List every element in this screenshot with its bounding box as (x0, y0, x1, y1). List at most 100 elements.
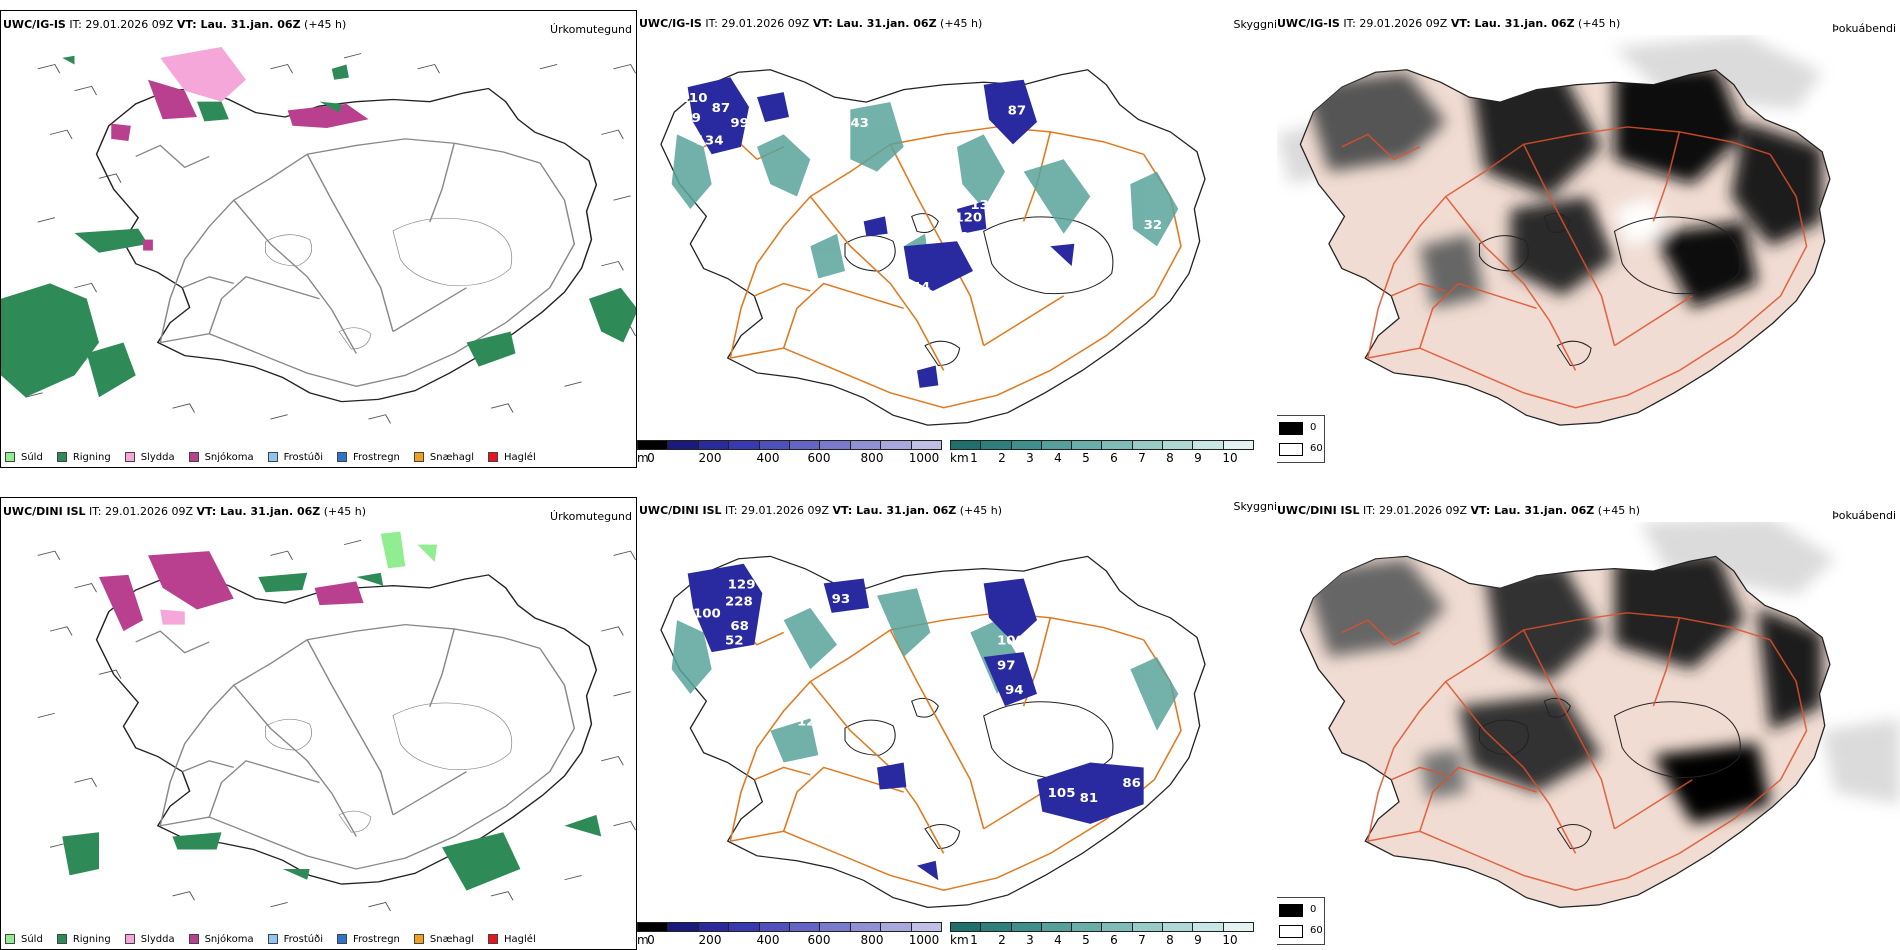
lead-time: (+45 h) (959, 504, 1002, 517)
ceiling-unit: m (637, 451, 649, 465)
valid-time: VT: Lau. 31.jan. 06Z (1450, 17, 1575, 30)
value-label: 120 (954, 211, 982, 225)
legend-swatch (188, 452, 199, 462)
value-label: 43 (850, 116, 869, 130)
visibility-tick: 7 (1138, 451, 1146, 465)
legend-item-snow: Snjókoma (188, 934, 254, 945)
ceiling-tick: 400 (756, 451, 780, 465)
precip-type-label: Úrkomutegund (550, 23, 632, 36)
legend-item-rain: Rigning (56, 452, 111, 463)
legend-swatch (124, 934, 135, 944)
precip-type-panel-row2: UWC/DINI ISL IT: 29.01.2026 09Z VT: Lau.… (0, 497, 637, 950)
ceiling-tick: 800 (860, 451, 884, 465)
fog-legend-swatch-light (1279, 443, 1303, 456)
visibility-tick: 10 (1222, 933, 1238, 947)
ceiling-tick: 0 (647, 451, 655, 465)
fog-field (1302, 556, 1823, 824)
init-time: IT: 29.01.2026 09Z (1363, 504, 1468, 517)
value-label: 18 (933, 602, 952, 616)
visibility-tick: 9 (1194, 451, 1202, 465)
fog-legend-label: 0 (1310, 904, 1317, 915)
value-label: 134 (696, 134, 724, 148)
precip-patches (1, 46, 636, 398)
value-label: 100 (693, 607, 721, 621)
visibility-tick: 3 (1026, 451, 1034, 465)
visibility-colorbar (950, 922, 1254, 932)
fog-legend-swatch-light (1279, 925, 1303, 938)
fog-legend: 0 60 (1277, 897, 1325, 945)
fog-field (1302, 69, 1823, 309)
value-label: 144 (861, 243, 889, 257)
legend-item-rain: Rigning (56, 934, 111, 945)
fog-legend-label: 60 (1310, 925, 1323, 936)
fog-indicator-panel-row1: UWC/IG-IS IT: 29.01.2026 09Z VT: Lau. 31… (1277, 10, 1900, 468)
init-time: IT: 29.01.2026 09Z (1343, 17, 1448, 30)
fog-label: Þokuábendi (1832, 22, 1896, 35)
ceiling-tick: 1000 (908, 451, 940, 465)
ceiling-tick: 1000 (908, 933, 940, 947)
value-label: 130 (970, 198, 998, 212)
visibility-unit: km (950, 451, 969, 465)
visibility-tick: 6 (1110, 933, 1118, 947)
visibility-tick: 8 (1166, 933, 1174, 947)
lead-time: (+45 h) (323, 505, 366, 518)
ceiling-unit: m (637, 933, 649, 947)
ceiling-colorbar (637, 922, 942, 932)
panel-title: UWC/DINI ISL IT: 29.01.2026 09Z VT: Lau.… (639, 504, 1002, 517)
lead-time: (+45 h) (940, 17, 983, 30)
panel-title: UWC/IG-IS IT: 29.01.2026 09Z VT: Lau. 31… (1277, 17, 1620, 30)
fog-legend: 0 60 (1277, 415, 1325, 463)
legend-swatch (337, 934, 347, 944)
visibility-tick: 3 (1026, 933, 1034, 947)
coastline (95, 87, 598, 403)
legend-item-freezing-rain: Frostregn (337, 934, 400, 945)
fog-legend-label: 0 (1310, 422, 1317, 433)
valid-time: VT: Lau. 31.jan. 06Z (196, 505, 321, 518)
ceiling-tick: 400 (756, 933, 780, 947)
visibility-tick: 5 (1082, 451, 1090, 465)
lead-time: (+45 h) (1578, 17, 1621, 30)
model-name: UWC/DINI ISL (1277, 504, 1360, 517)
value-label: 87 (1008, 104, 1027, 118)
panel-title: UWC/IG-IS IT: 29.01.2026 09Z VT: Lau. 31… (3, 18, 346, 31)
ceiling-tick: 600 (807, 933, 831, 947)
legend-swatch (56, 452, 67, 462)
legend-swatch (267, 452, 278, 462)
value-label: 89 (960, 231, 979, 245)
visibility-unit: km (950, 933, 969, 947)
fog-label: Þokuábendi (1832, 509, 1896, 522)
legend-item-drizzle: Súld (5, 934, 43, 945)
value-label: 105 (1048, 786, 1076, 800)
legend-swatch (488, 934, 499, 944)
valid-time: VT: Lau. 31.jan. 06Z (832, 504, 957, 517)
fog-legend-label: 60 (1310, 443, 1323, 454)
precip-type-map (1, 46, 636, 424)
legend-item-drizzle: Súld (5, 452, 43, 463)
fog-legend-swatch-dark (1279, 904, 1303, 917)
legend-item-sleet: Slydda (124, 452, 175, 463)
ceiling-visibility-map: 87 99 110 99 134 87 43 120 130 89 48 44 … (660, 69, 1206, 426)
visibility-tick: 7 (1138, 933, 1146, 947)
valid-time: VT: Lau. 31.jan. 06Z (176, 18, 301, 31)
legend-swatch (413, 934, 424, 944)
model-name: UWC/DINI ISL (3, 505, 86, 518)
value-label: 44 (912, 280, 931, 294)
visibility-tick: 1 (970, 451, 978, 465)
legend-swatch (337, 452, 347, 462)
fog-indicator-map (1277, 35, 1831, 426)
legend-item-freezing-rain: Frostregn (337, 452, 400, 463)
ceiling-visibility-panel-row1: UWC/IG-IS IT: 29.01.2026 09Z VT: Lau. 31… (637, 10, 1277, 468)
ceiling-visibility-panel-row2: UWC/DINI ISL IT: 29.01.2026 09Z VT: Lau.… (637, 497, 1277, 950)
visibility-tick: 1 (970, 933, 978, 947)
fog-indicator-map (1299, 522, 1900, 909)
model-name: UWC/DINI ISL (639, 504, 722, 517)
value-label: 86 (1122, 777, 1141, 791)
ceiling-tick: 200 (698, 933, 722, 947)
precip-patches (62, 531, 602, 891)
visibility-tick: 8 (1166, 451, 1174, 465)
visibility-patches (671, 102, 1179, 279)
fog-indicator-panel-row2: UWC/DINI ISL IT: 29.01.2026 09Z VT: Lau.… (1277, 497, 1900, 950)
ceiling-patches (687, 563, 1144, 881)
precip-type-map (37, 531, 636, 912)
legend-item-hail: Haglél (488, 934, 536, 945)
